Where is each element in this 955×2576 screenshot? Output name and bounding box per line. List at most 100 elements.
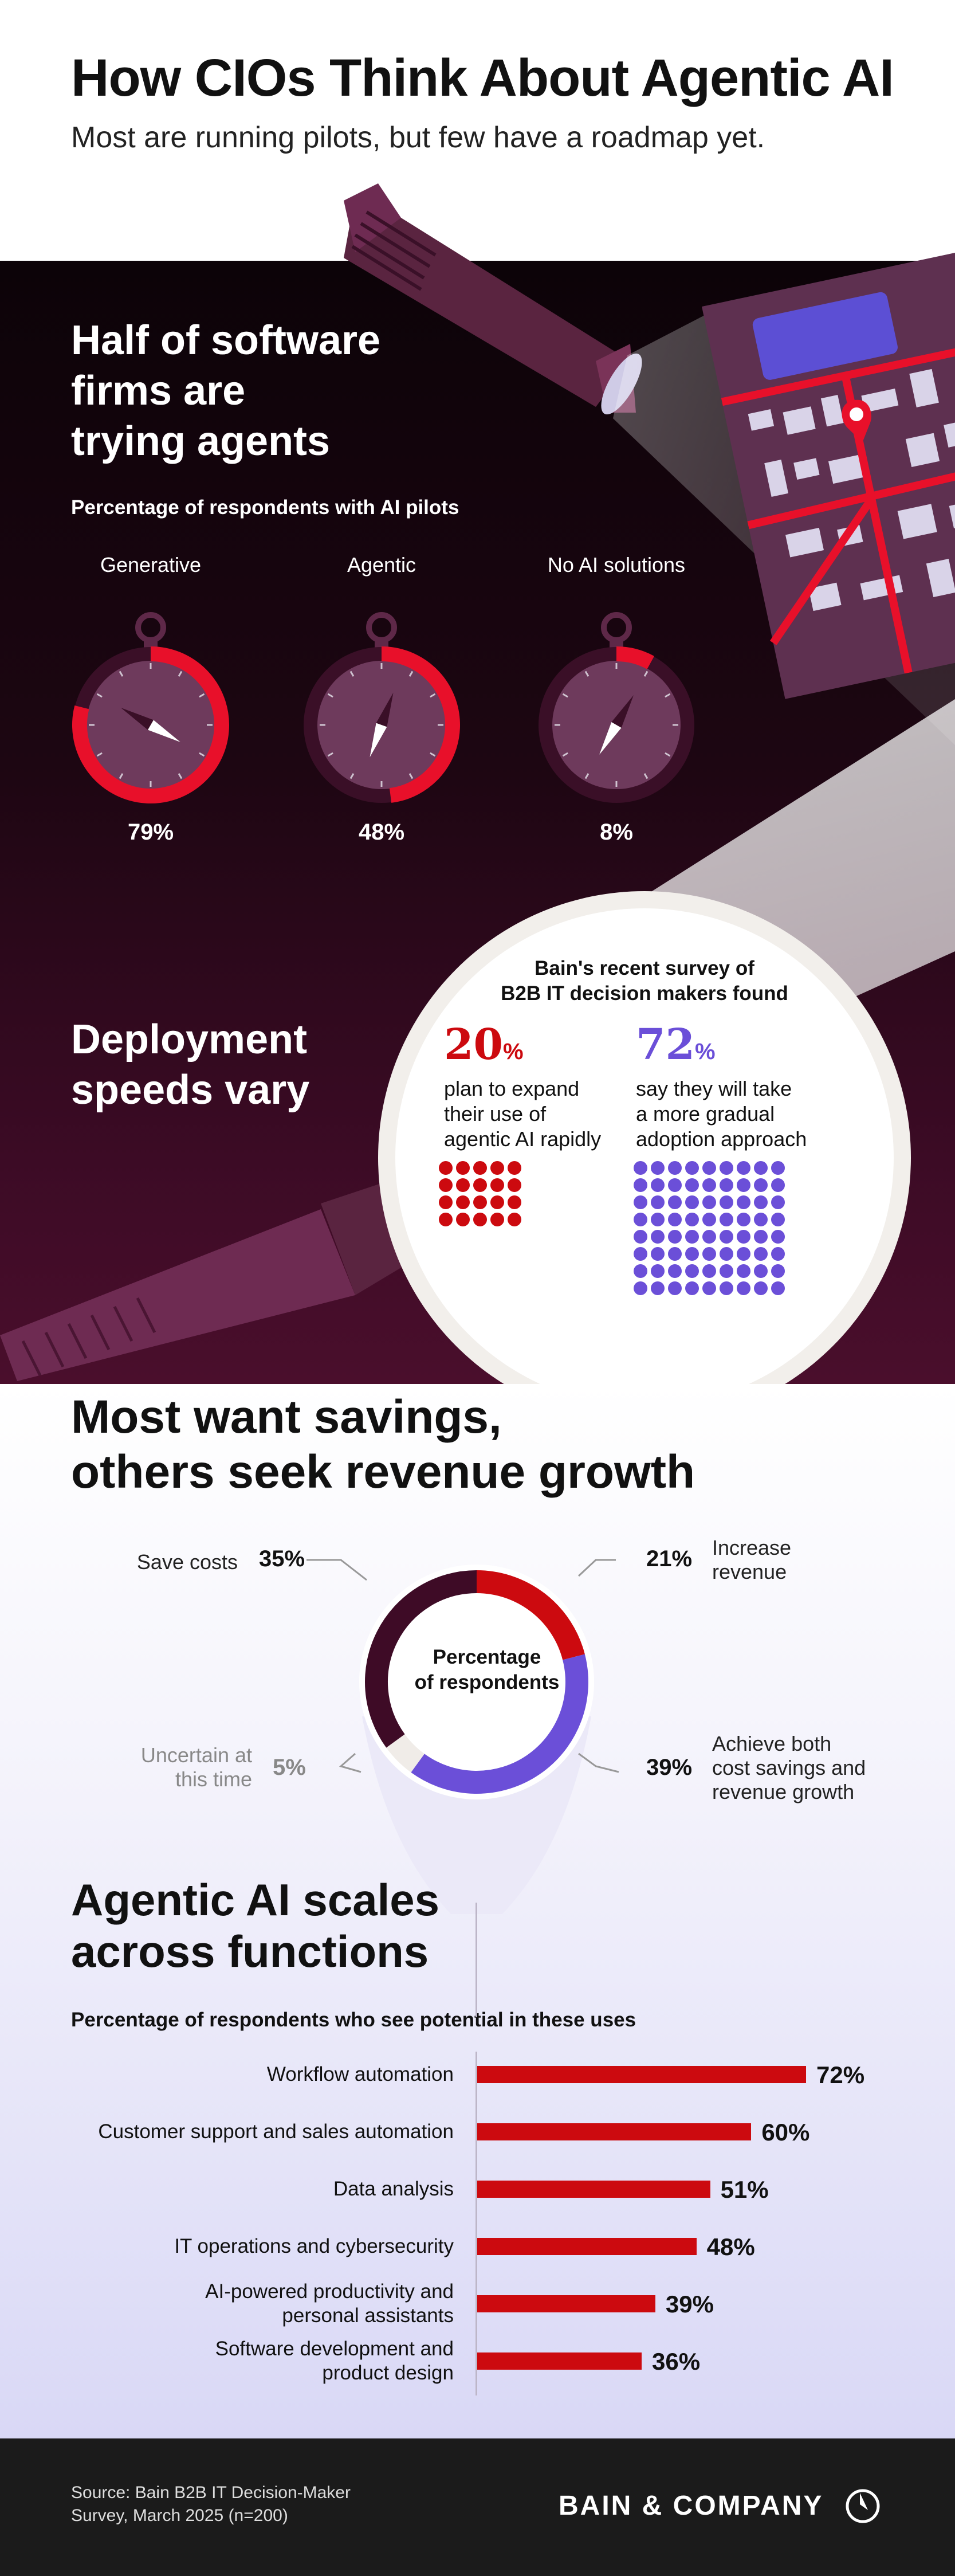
gradual-dot — [771, 1178, 785, 1192]
gradual-dot — [685, 1195, 699, 1209]
donut-category-line: revenue growth — [712, 1780, 855, 1803]
goals-heading-line: others seek revenue growth — [71, 1446, 695, 1498]
pilots-heading-line: trying agents — [71, 418, 331, 464]
gradual-dot — [702, 1213, 716, 1226]
gradual-dot — [771, 1195, 785, 1209]
gauge-label: No AI solutions — [547, 553, 686, 577]
donut-category-line: Save costs — [136, 1550, 238, 1574]
gradual-dot — [702, 1230, 716, 1244]
goals-heading-line: Most want savings, — [71, 1391, 502, 1443]
rapid-dot — [508, 1178, 521, 1192]
deployment-heading-line: speeds vary — [71, 1067, 310, 1113]
gradual-dot — [737, 1264, 750, 1278]
gradual-dot — [737, 1230, 750, 1244]
footer — [0, 2438, 955, 2576]
gradual-dot — [651, 1178, 665, 1192]
rapid-stat: 20% — [444, 1020, 524, 1069]
survey-heading: Bain's recent survey of B2B IT decision … — [473, 956, 816, 1006]
deployment-heading: Deployment speeds vary — [71, 1014, 309, 1115]
gradual-dot — [754, 1230, 768, 1244]
gradual-dot — [702, 1178, 716, 1192]
bar-value: 48% — [706, 2233, 755, 2260]
bar — [477, 2123, 752, 2140]
gauge-value: 8% — [600, 820, 633, 845]
gauge-arc — [381, 646, 460, 803]
donut-center-line: of respondents — [414, 1671, 560, 1693]
gradual-dot — [634, 1161, 647, 1175]
gradual-dot — [634, 1178, 647, 1192]
bar-value: 36% — [652, 2348, 701, 2375]
gradual-dot — [737, 1195, 750, 1209]
bar — [477, 2181, 710, 2198]
gradual-dot — [720, 1213, 733, 1226]
gradual-dot — [668, 1230, 682, 1244]
gradual-dot — [668, 1161, 682, 1175]
donut-chart — [306, 1559, 619, 1914]
header: How CIOs Think About Agentic AI Most are… — [0, 0, 955, 261]
rapid-dot — [490, 1213, 504, 1226]
rapid-text-line: agentic AI rapidly — [444, 1127, 602, 1151]
donut-category-label: Achieve both cost savings and revenue grow… — [712, 1732, 907, 1804]
gradual-dot — [651, 1247, 665, 1261]
pilots-heading-line: Half of software — [71, 317, 381, 363]
bottom-flashlight — [0, 1169, 441, 1381]
survey-heading-line: B2B IT decision makers found — [501, 982, 788, 1005]
functions-heading-line: Agentic AI scales — [71, 1875, 440, 1925]
city-map — [702, 252, 955, 699]
donut-category-line: cost savings and — [712, 1756, 866, 1779]
bar-label-line: Workflow automation — [266, 2063, 454, 2085]
page-title: How CIOs Think About Agentic AI — [71, 49, 894, 107]
gauge-arc — [72, 646, 229, 803]
gradual-dot — [720, 1264, 733, 1278]
bar-label: Customer support and sales automation — [18, 2120, 454, 2144]
pilots-caption: Percentage of respondents with AI pilots — [71, 496, 459, 519]
rapid-dot — [456, 1161, 470, 1175]
dot-matrix-chart — [439, 1161, 785, 1295]
donut-value: 5% — [273, 1755, 306, 1780]
gradual-value: 72 — [636, 1020, 695, 1069]
gradual-dot — [754, 1178, 768, 1192]
survey-heading-line: Bain's recent survey of — [535, 957, 754, 979]
bar-label-line: product design — [322, 2362, 454, 2384]
gradual-dot — [702, 1161, 716, 1175]
gradual-dot — [737, 1161, 750, 1175]
gradual-dot — [737, 1247, 750, 1261]
gauge-dial — [72, 612, 229, 803]
donut-segment — [365, 1570, 477, 1748]
rapid-text-line: their use of — [444, 1102, 547, 1126]
rapid-dot — [456, 1213, 470, 1226]
gauge-dial — [304, 612, 460, 803]
gradual-dot — [737, 1213, 750, 1226]
rapid-dot — [508, 1195, 521, 1209]
rapid-dot — [490, 1178, 504, 1192]
gradual-dot — [651, 1281, 665, 1295]
gauge-label: Generative — [100, 553, 202, 577]
gradual-dot — [651, 1264, 665, 1278]
donut-category-line: revenue — [712, 1560, 787, 1583]
donut-center-line: Percentage — [433, 1646, 541, 1668]
rapid-dot — [456, 1178, 470, 1192]
gradual-dot — [720, 1230, 733, 1244]
gradual-dot — [754, 1161, 768, 1175]
donut-center-label: Percentage of respondents — [401, 1645, 573, 1695]
bar-value: 39% — [665, 2291, 714, 2318]
gradual-text-line: say they will take — [636, 1077, 792, 1100]
gradual-unit: % — [694, 1039, 716, 1064]
goals-heading: Most want savings, others seek revenue g… — [71, 1390, 695, 1500]
donut-category-line: Increase — [712, 1536, 792, 1559]
bar-value: 60% — [761, 2119, 810, 2146]
rapid-unit: % — [502, 1039, 524, 1064]
gradual-dot — [668, 1178, 682, 1192]
rapid-text: plan to expand their use of agentic AI r… — [444, 1076, 601, 1152]
bar-label: AI-powered productivity and personal assi… — [18, 2280, 454, 2328]
gradual-dot — [668, 1281, 682, 1295]
bar — [477, 2238, 697, 2255]
rapid-dot — [508, 1213, 521, 1226]
gradual-dot — [668, 1213, 682, 1226]
rapid-dot — [439, 1195, 453, 1209]
bar-label-line: personal assistants — [282, 2304, 454, 2327]
deployment-heading-line: Deployment — [71, 1017, 308, 1062]
bar-label: IT operations and cybersecurity — [18, 2234, 454, 2259]
gradual-dot — [737, 1178, 750, 1192]
gradual-stat: 72% — [636, 1020, 716, 1069]
